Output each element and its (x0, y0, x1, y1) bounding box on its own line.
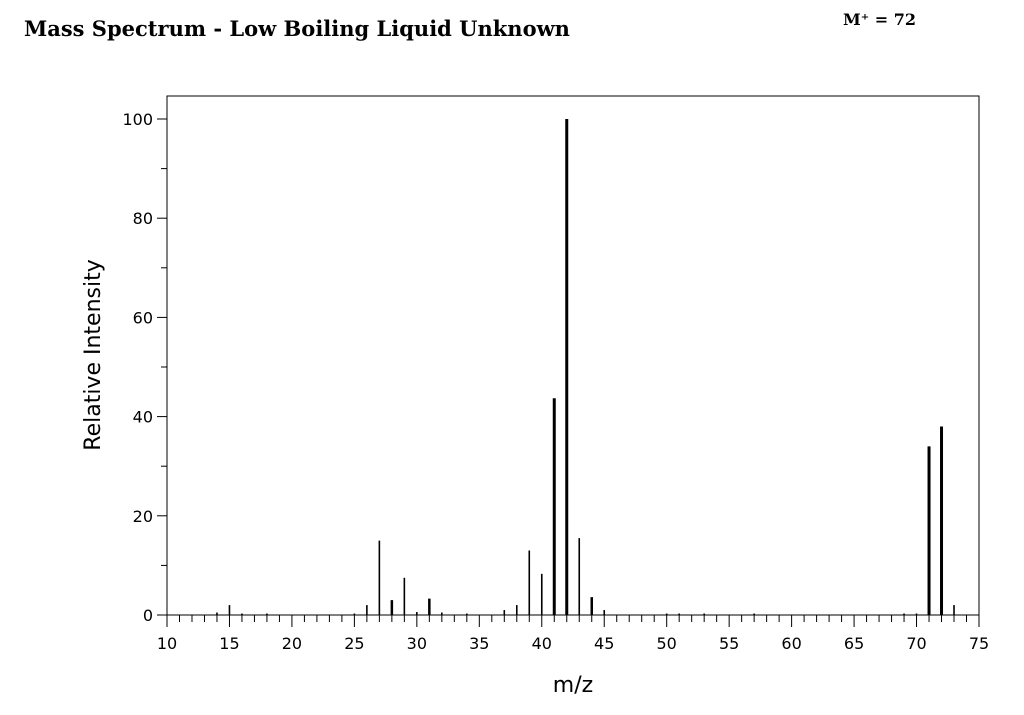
x-tick-label: 50 (657, 634, 677, 653)
y-tick-label: 60 (133, 308, 153, 327)
y-axis-title: Relative Intensity (81, 259, 106, 450)
x-tick-label: 20 (282, 634, 302, 653)
x-tick-label: 10 (157, 634, 177, 653)
x-tick-label: 40 (532, 634, 552, 653)
plot-frame (166, 95, 980, 616)
x-tick-label: 25 (344, 634, 364, 653)
x-axis: 10 15 20 25 30 35 40 45 50 55 60 65 70 75 (157, 615, 989, 653)
y-axis: 0 20 40 60 80 100 (122, 110, 167, 625)
x-tick-label: 60 (781, 634, 801, 653)
x-tick-label: 30 (407, 634, 427, 653)
molecular-ion-label: M⁺ = 72 (843, 10, 916, 29)
page-title: Mass Spectrum - Low Boiling Liquid Unkno… (24, 16, 570, 41)
y-tick-label: 100 (122, 110, 153, 129)
x-tick-label: 70 (906, 634, 926, 653)
y-tick-label: 20 (133, 507, 153, 526)
x-tick-label: 35 (469, 634, 489, 653)
x-tick-label: 15 (219, 634, 239, 653)
y-tick-label: 0 (143, 606, 153, 625)
x-tick-label: 75 (969, 634, 989, 653)
x-axis-title: m/z (553, 673, 593, 698)
x-tick-label: 65 (844, 634, 864, 653)
peaks (216, 119, 955, 615)
x-tick-label: 55 (719, 634, 739, 653)
x-tick-label: 45 (594, 634, 614, 653)
y-tick-label: 80 (133, 209, 153, 228)
y-tick-label: 40 (133, 408, 153, 427)
